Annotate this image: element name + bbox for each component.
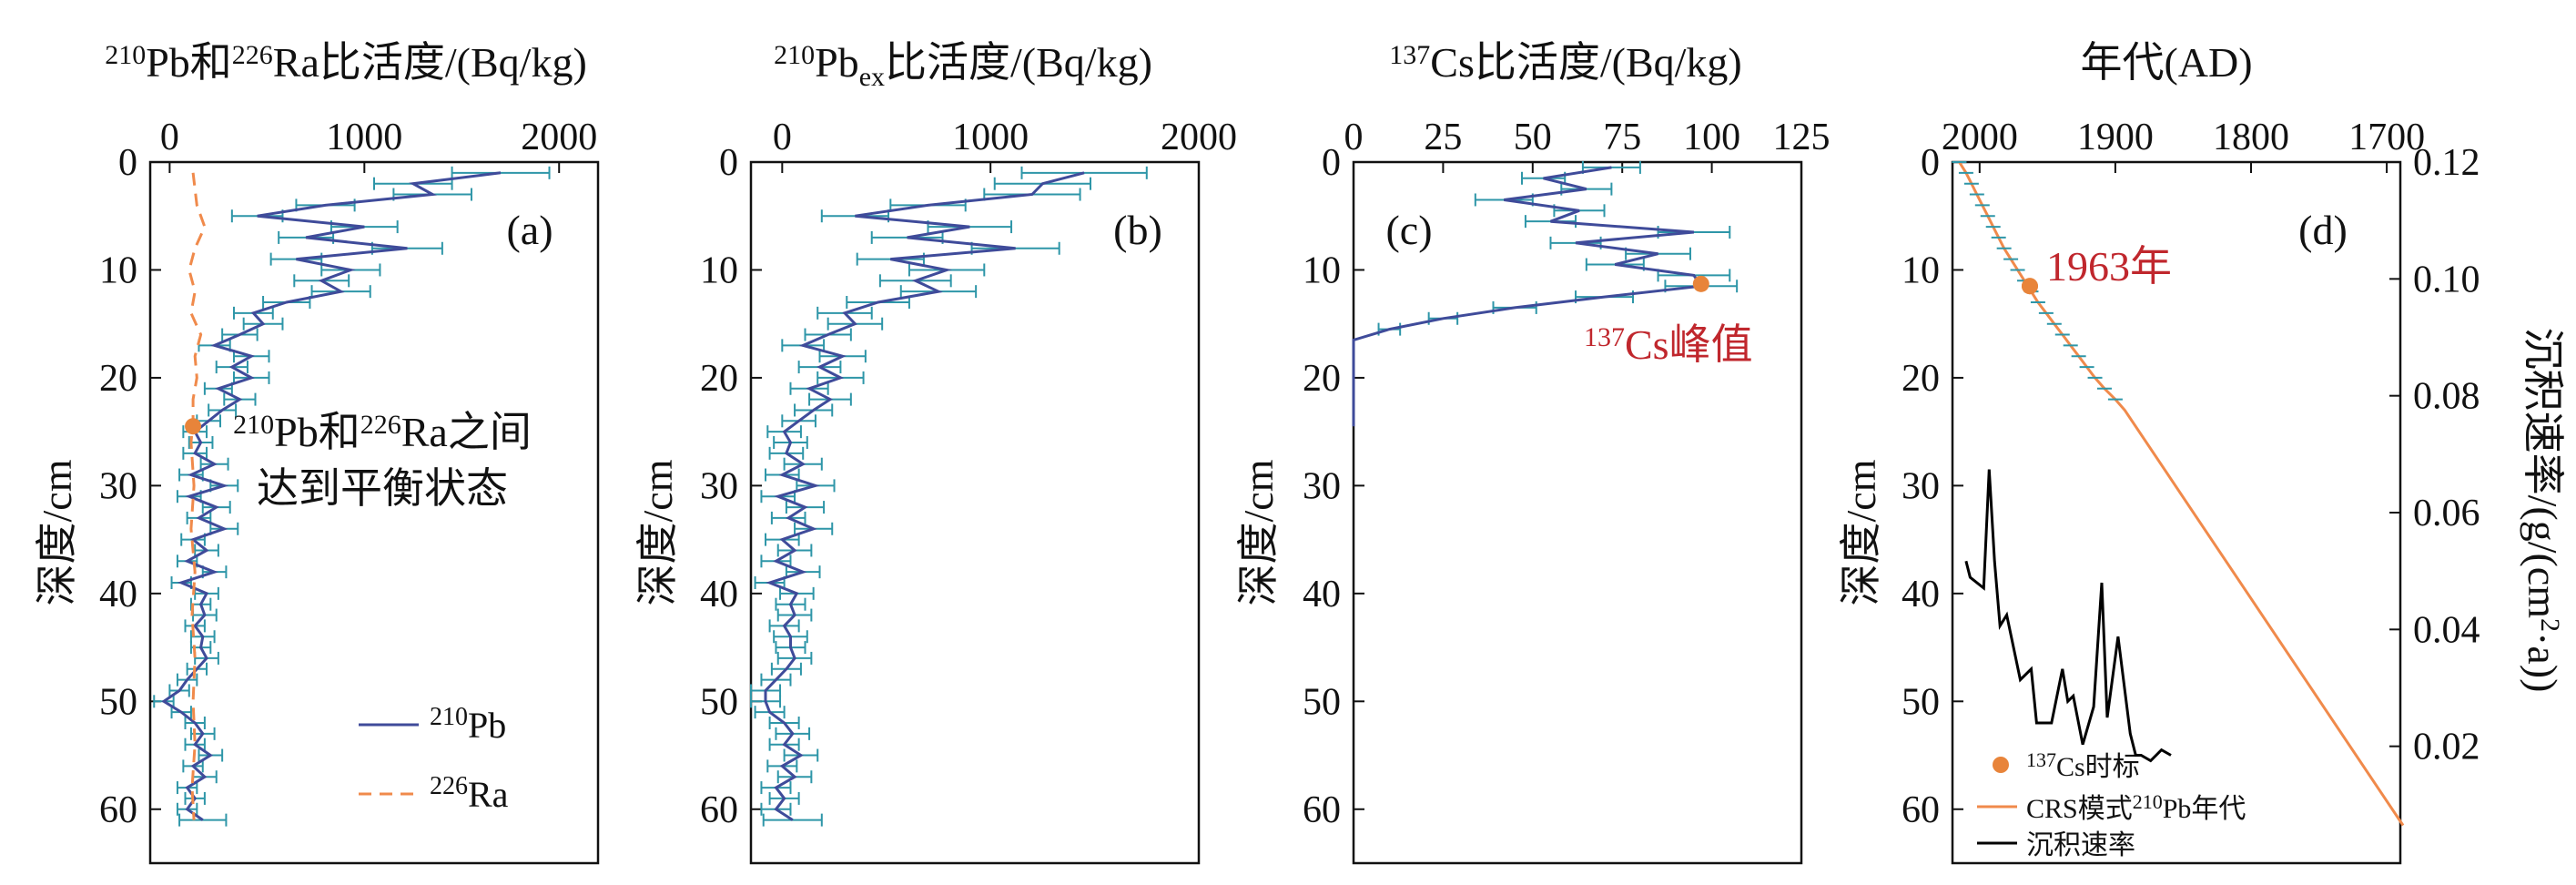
y-tick-label: 20 [99,358,137,400]
x-tick-label: 0 [160,117,179,158]
x-tick-label: 25 [1424,117,1462,158]
y-tick-label: 50 [1902,681,1940,723]
y2-tick-label: 0.10 [2413,259,2480,300]
plot-frame [749,160,1201,865]
y2-tick-label: 0.08 [2413,376,2480,418]
panel-b-letter: (b) [1113,207,1162,253]
x-tick-label: 1000 [326,117,402,158]
y-tick-label: 50 [1303,681,1341,723]
y-tick-label: 60 [700,789,738,831]
y-tick-label: 50 [99,681,137,723]
plot-3: 0 25 50 75 100 125 0 10 20 30 40 50 60 [1303,117,1831,865]
y-tick-label: 30 [1902,465,1940,507]
series-line [188,172,207,820]
panel-d-title: 年代(AD) [2080,39,2252,86]
annotation-marker [1692,275,1709,292]
y-tick-label: 40 [99,574,137,615]
legend-d-rate-label: 沉积速率 [2026,830,2135,860]
x-tick-label: 2000 [521,117,597,158]
y-tick-label: 10 [1902,249,1940,291]
y-tick-label: 30 [99,465,137,507]
panel-b-ylabel: 深度/cm [634,459,681,605]
y-tick-label: 40 [700,574,738,615]
legend-a-ra-label: 226Ra [430,772,509,815]
panel-b: 210Pbex比活度/(Bq/kg) 深度/cm (b) [634,39,1162,605]
panel-d-y2label: 沉积速率/(g/(cm2·a)) [2520,328,2566,693]
x-tick-label: 75 [1603,117,1641,158]
panel-c: 137Cs比活度/(Bq/kg) 深度/cm (c) 137Cs峰值 [1235,39,1753,605]
x-tick-label: 1000 [952,117,1029,158]
y-tick-label: 20 [1303,358,1341,400]
panel-a-ylabel: 深度/cm [34,459,80,605]
y2-tick-label: 0.02 [2413,727,2480,768]
x-tick-label: 2000 [1161,117,1237,158]
y-tick-label: 60 [1303,789,1341,831]
y-tick-label: 20 [1902,358,1940,400]
y-tick-label: 0 [1322,142,1341,184]
x-tick-label: 100 [1683,117,1740,158]
series-line [1958,161,2405,827]
plot-frame [148,160,600,865]
x-tick-label: 1800 [2213,117,2289,158]
cs137-marker [2021,278,2038,295]
panel-d: 年代(AD) 深度/cm 沉积速率/(g/(cm2·a)) (d) 1963年 … [1838,39,2566,860]
legend-a-pb-label: 210Pb [430,703,506,746]
panel-c-ylabel: 深度/cm [1235,459,1282,605]
x-tick-label: 1700 [2348,117,2425,158]
y-tick-label: 0 [118,142,137,184]
x-tick-label: 50 [1514,117,1552,158]
y-tick-label: 50 [700,681,738,723]
y-tick-label: 20 [700,358,738,400]
y2-tick-label: 0.12 [2413,142,2480,184]
y-tick-label: 40 [1902,574,1940,615]
plot-2: 0 1000 2000 0 10 20 30 40 50 60 [700,117,1237,865]
series-line [161,171,502,821]
panel-a-title: 210Pb和226Ra比活度/(Bq/kg) [105,39,587,86]
panel-a-annotation-line1: 210Pb和226Ra之间 [233,409,532,455]
panel-b-title: 210Pbex比活度/(Bq/kg) [774,39,1152,92]
legend-d-marker-label: 137Cs时标 [2026,748,2140,782]
y-tick-label: 0 [719,142,738,184]
x-tick-label: 0 [1344,117,1364,158]
panel-d-annotation: 1963年 [2046,243,2172,290]
y-tick-label: 0 [1921,142,1940,184]
x-tick-label: 2000 [1942,117,2018,158]
series-line [1352,166,1704,427]
plot-frame [1352,160,1803,865]
series-line [764,171,1085,821]
plot-1: 0 1000 2000 0 10 20 30 40 50 60 [99,117,600,865]
panel-d-ylabel: 深度/cm [1838,459,1884,605]
annotation-marker [185,418,202,435]
panel-a: 210Pb和226Ra比活度/(Bq/kg) 深度/cm (a) 210Pb和2… [34,39,587,815]
legend-d-crs-label: CRS模式210Pb年代 [2026,790,2246,824]
panel-c-letter: (c) [1385,207,1432,253]
plot-frame [1951,160,2402,865]
panel-d-letter: (d) [2298,207,2348,253]
y-tick-label: 10 [1303,249,1341,291]
y-tick-label: 30 [700,465,738,507]
x-tick-label: 1900 [2077,117,2154,158]
panel-c-annotation: 137Cs峰值 [1584,321,1753,368]
x-tick-label: 0 [773,117,792,158]
y-tick-label: 10 [700,249,738,291]
y-tick-label: 30 [1303,465,1341,507]
panel-a-annotation-line2: 达到平衡状态 [257,465,508,512]
y-tick-label: 60 [99,789,137,831]
y-tick-label: 60 [1902,789,1940,831]
y-tick-label: 10 [99,249,137,291]
plot-4: 2000 1900 1800 1700 0 10 20 30 40 50 60 0.02 0.04 0.0… [1902,117,2480,865]
y-tick-label: 40 [1303,574,1341,615]
panel-a-letter: (a) [506,207,553,253]
panel-c-title: 137Cs比活度/(Bq/kg) [1389,39,1741,86]
y2-tick-label: 0.04 [2413,609,2480,651]
series-line [1964,469,2172,763]
legend-d-marker-swatch [1993,757,2009,773]
y2-tick-label: 0.06 [2413,493,2480,534]
x-tick-label: 125 [1773,117,1831,158]
